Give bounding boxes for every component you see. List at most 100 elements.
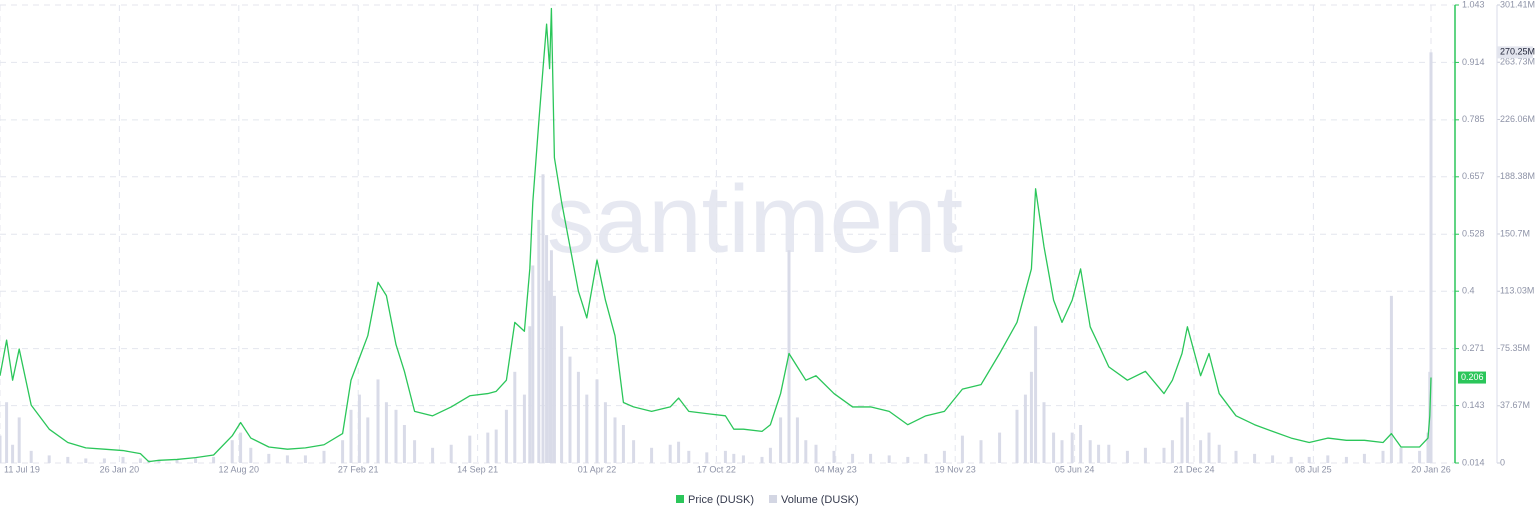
volume-bar	[1418, 450, 1422, 463]
volume-bar	[537, 219, 541, 463]
volume-bar	[84, 458, 88, 463]
volume-bar	[1052, 432, 1056, 463]
volume-bar	[1307, 456, 1311, 463]
volume-bar	[5, 402, 9, 463]
volume-bar	[468, 435, 472, 463]
legend-label[interactable]: Volume (DUSK)	[781, 494, 859, 506]
volume-bar	[494, 429, 498, 463]
volume-bar	[138, 458, 142, 463]
volume-bar	[1029, 371, 1033, 463]
y2-tick-label: 188.38M	[1500, 171, 1535, 181]
y2-tick-label: 150.7M	[1500, 228, 1530, 238]
y2-tick-label: 113.03M	[1500, 286, 1534, 296]
volume-bar	[1399, 447, 1403, 463]
x-tick-label: 04 May 23	[815, 464, 857, 474]
volume-bar	[413, 440, 417, 463]
volume-bar	[1253, 453, 1257, 463]
volume-bar	[29, 450, 33, 463]
volume-bar	[1362, 453, 1366, 463]
volume-bar	[668, 444, 672, 463]
volume-bar	[349, 409, 353, 463]
volume-bar	[1170, 440, 1174, 463]
plot: 0.014 0.143 0.271 0.4 0.528 0.657 0.785 0.914 1.…	[0, 0, 1535, 474]
volume-bar	[869, 453, 873, 463]
x-tick-label: 27 Feb 21	[338, 464, 379, 474]
y-tick-label: 0.4	[1462, 286, 1475, 296]
volume-bar	[1207, 432, 1211, 463]
volume-bar	[11, 444, 15, 463]
volume-bar	[906, 456, 910, 463]
volume-bar	[449, 444, 453, 463]
y-tick-label: 0.785	[1462, 114, 1485, 124]
volume-tag-label: 270.25M	[1500, 47, 1535, 57]
y2-tick-label: 226.06M	[1500, 114, 1535, 124]
volume-bar	[376, 379, 380, 463]
volume-bar	[541, 174, 545, 463]
volume-bar	[1088, 440, 1092, 463]
volume-bar	[394, 409, 398, 463]
volume-bar	[741, 455, 745, 463]
volume-bar	[979, 440, 983, 463]
x-tick-label: 19 Nov 23	[935, 464, 976, 474]
volume-bar	[1199, 440, 1203, 463]
legend-label[interactable]: Price (DUSK)	[688, 494, 754, 506]
volume-bar	[887, 455, 891, 463]
x-tick-label: 12 Aug 20	[219, 464, 260, 474]
volume-bar	[357, 394, 361, 463]
volume-bar	[431, 447, 435, 463]
x-tick-label: 21 Dec 24	[1173, 464, 1214, 474]
volume-bar	[249, 447, 253, 463]
x-tick-label: 20 Jan 26	[1411, 464, 1451, 474]
volume-bar	[486, 432, 490, 463]
volume-bar	[1070, 432, 1074, 463]
volume-bar	[1125, 450, 1129, 463]
legend-swatch[interactable]	[676, 495, 684, 503]
volume-bar	[1042, 402, 1046, 463]
volume-bar	[230, 440, 234, 463]
volume-bar	[732, 453, 736, 463]
volume-bar	[175, 459, 179, 463]
volume-bar	[603, 402, 607, 463]
x-tick-label: 17 Oct 22	[697, 464, 736, 474]
volume-tag	[1497, 46, 1533, 59]
volume-bar	[560, 326, 564, 463]
volume-bar	[341, 440, 345, 463]
volume-bar	[1185, 402, 1189, 463]
volume-bar	[804, 440, 808, 463]
volume-bar	[157, 459, 161, 463]
volume-bar	[1217, 444, 1221, 463]
legend-swatch[interactable]	[769, 495, 778, 503]
volume-bar	[585, 394, 589, 463]
x-tick-label: 01 Apr 22	[578, 464, 617, 474]
volume-bar	[522, 394, 526, 463]
volume-bar	[832, 450, 836, 463]
volume-bar	[595, 379, 599, 463]
price-tag-label: 0.206	[1461, 372, 1484, 382]
volume-bar	[366, 417, 370, 463]
volume-bar	[1107, 444, 1111, 463]
y-tick-label: 0.271	[1462, 343, 1485, 353]
volume-bar	[402, 425, 406, 463]
y-tick-label: 0.914	[1462, 57, 1485, 67]
watermark-dot	[947, 223, 957, 233]
volume-bar	[1271, 455, 1275, 463]
volume-bar	[1015, 409, 1019, 463]
volume-bar	[613, 417, 617, 463]
y-tick-label: 1.043	[1462, 0, 1485, 9]
volume-bar	[723, 450, 727, 463]
volume-bar	[1289, 456, 1293, 463]
volume-bar	[960, 435, 964, 463]
price-line	[0, 7, 1432, 463]
volume-bar	[1389, 295, 1393, 463]
y-tick-label: 0.014	[1462, 457, 1485, 467]
x-tick-label: 14 Sep 21	[457, 464, 498, 474]
volume-bar	[576, 371, 580, 463]
volume-bar	[531, 265, 535, 463]
volume-bar	[779, 417, 783, 463]
volume-bar	[851, 453, 855, 463]
volume-bar	[239, 432, 243, 463]
volume-bar	[121, 456, 125, 463]
watermark: santiment	[547, 166, 963, 273]
volume-bar	[549, 250, 553, 463]
y2-tick-label: 301.41M	[1500, 0, 1535, 9]
